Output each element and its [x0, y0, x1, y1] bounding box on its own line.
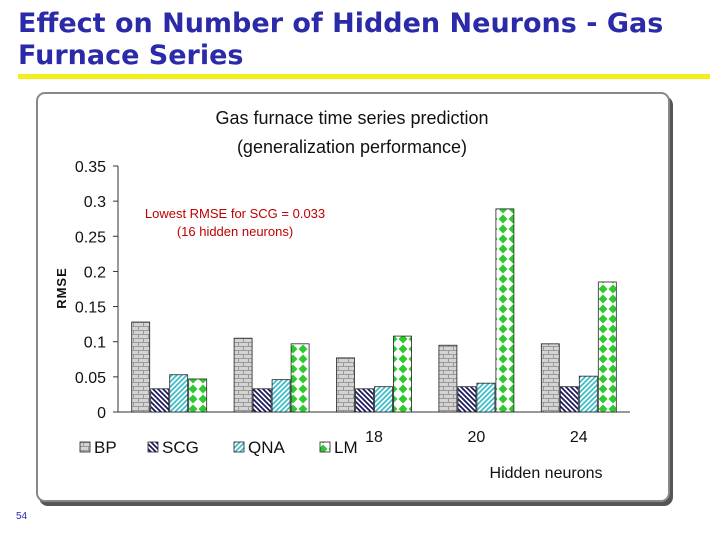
title-underline	[18, 74, 710, 79]
bar-scg	[559, 386, 579, 413]
bar-scg	[150, 388, 170, 413]
bar-scg	[252, 388, 272, 413]
y-tick-label: 0.05	[75, 370, 106, 387]
bar-bp	[336, 357, 355, 413]
bar-bp	[438, 344, 458, 413]
legend-label-qna: QNA	[248, 438, 286, 457]
legend-swatch-bp	[79, 441, 91, 453]
y-tick-label: 0.15	[75, 300, 106, 317]
y-tick-label: 0.35	[75, 159, 106, 176]
legend-label-bp: BP	[94, 438, 117, 457]
bar-lm	[393, 335, 412, 413]
chart-title: Gas furnace time series prediction	[215, 108, 488, 128]
bar-bp	[131, 321, 151, 413]
legend: BP SCG QNA LM	[79, 438, 358, 457]
chart-subtitle: (generalization performance)	[237, 137, 467, 157]
y-tick-label: 0.25	[75, 229, 106, 246]
bar-bp	[233, 337, 253, 413]
bar-qna	[476, 382, 496, 413]
bar-scg	[355, 388, 374, 413]
bar-lm	[597, 281, 617, 413]
rmse-bar-chart: Gas furnace time series prediction (gene…	[54, 108, 630, 482]
legend-label-lm: LM	[334, 438, 358, 457]
legend-label-scg: SCG	[162, 438, 199, 457]
bar-lm	[188, 378, 208, 413]
x-tick-label: 18	[365, 429, 383, 446]
chart-frame: Gas furnace time series prediction (gene…	[36, 92, 670, 502]
page-number: 54	[16, 511, 28, 522]
bar-bp	[540, 343, 560, 413]
bar-qna	[374, 386, 393, 413]
legend-swatch-lm	[319, 441, 331, 453]
bar-qna	[271, 379, 291, 413]
y-axis-label: RMSE	[54, 267, 69, 309]
slide-title: Effect on Number of Hidden Neurons - Gas…	[18, 8, 664, 71]
annotation-line-2: (16 hidden neurons)	[177, 224, 293, 239]
legend-swatch-qna	[233, 441, 245, 453]
annotation-line-1: Lowest RMSE for SCG = 0.033	[145, 206, 325, 221]
x-axis-label: Hidden neurons	[490, 465, 603, 482]
bar-scg	[457, 386, 477, 413]
y-tick-label: 0.1	[84, 335, 106, 352]
bar-lm	[290, 343, 310, 413]
x-tick-label: 24	[570, 429, 588, 446]
bar-qna	[169, 374, 189, 413]
x-tick-label: 20	[468, 429, 486, 446]
y-tick-label: 0	[97, 405, 106, 422]
y-tick-label: 0.2	[84, 264, 106, 281]
y-tick-label: 0.3	[84, 194, 106, 211]
bar-lm	[495, 208, 515, 413]
legend-swatch-scg	[147, 441, 159, 453]
bar-qna	[578, 375, 598, 413]
